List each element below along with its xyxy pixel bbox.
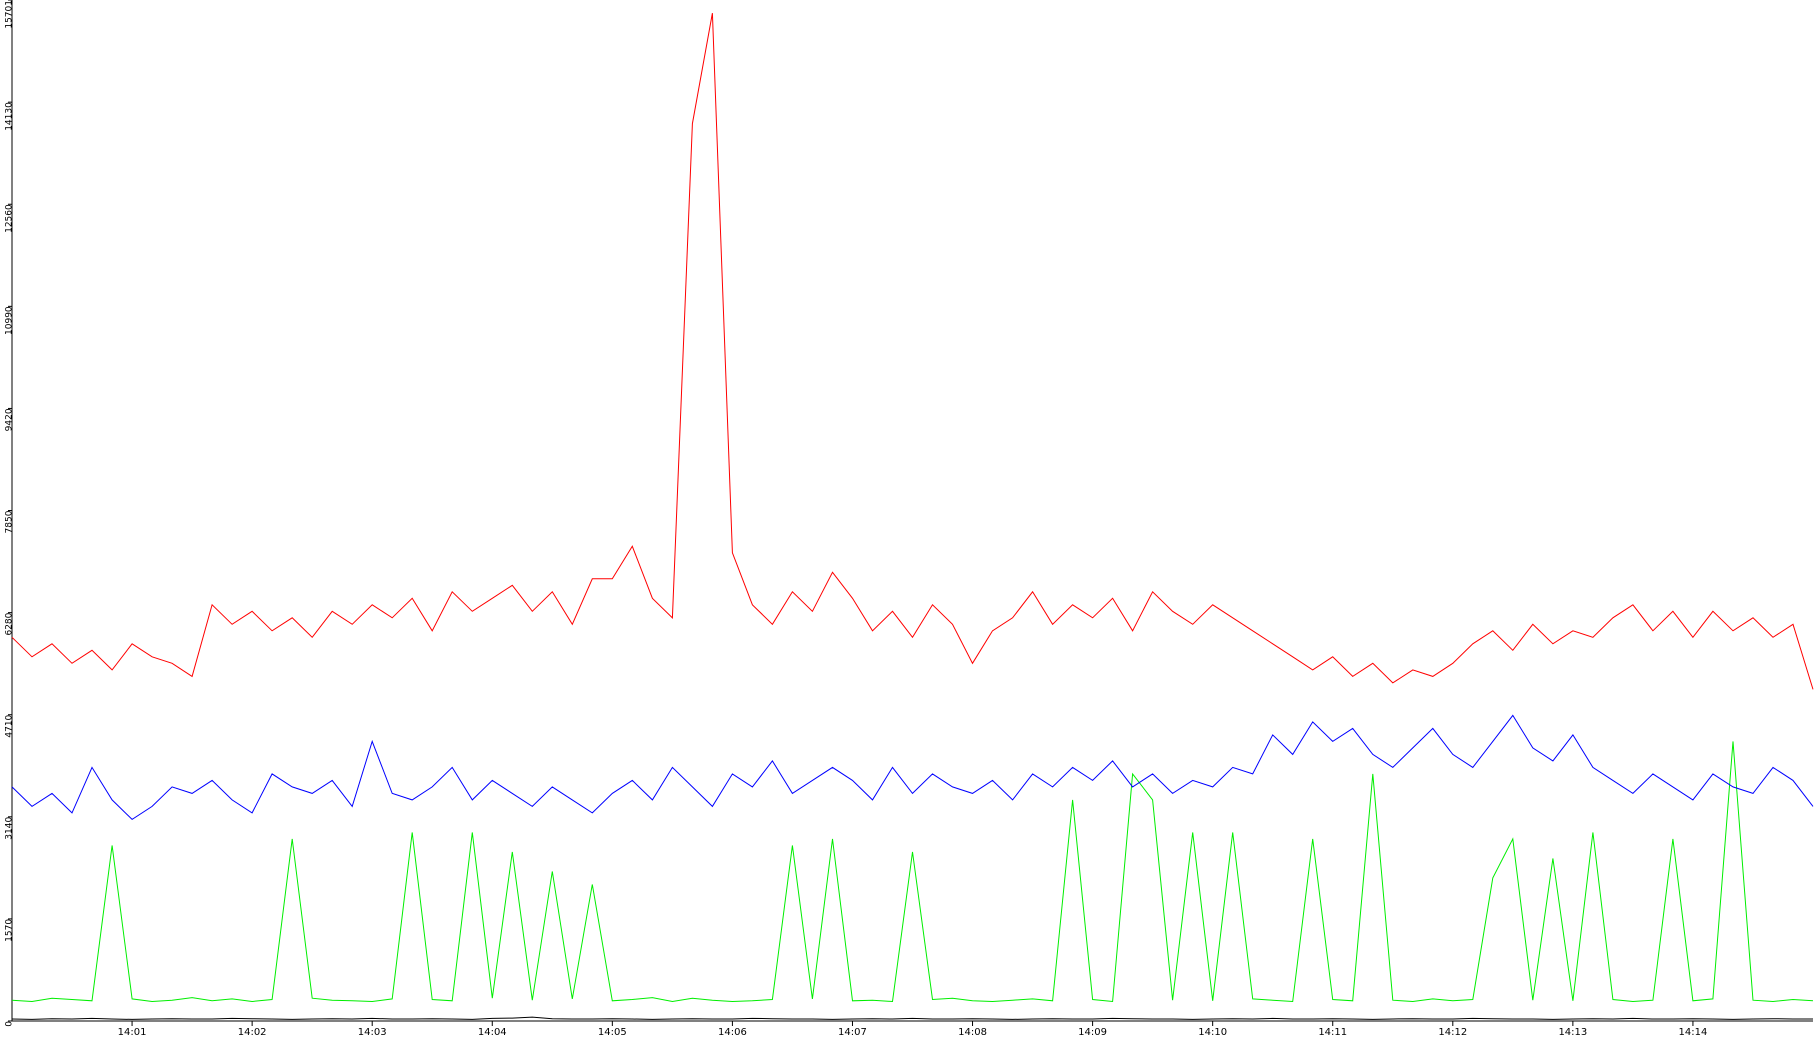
series-line xyxy=(11,741,1814,1003)
x-tick-label: 14:06 xyxy=(718,1027,747,1038)
x-tick-label: 14:08 xyxy=(958,1027,987,1038)
x-tick-label: 14:01 xyxy=(118,1027,147,1038)
y-tick-label: 10990 xyxy=(5,306,15,335)
x-tick-label: 14:07 xyxy=(838,1027,867,1038)
x-tick-label: 14:03 xyxy=(358,1027,387,1038)
y-tick-label: 15701 xyxy=(5,0,15,29)
series-line xyxy=(11,714,1814,821)
y-tick-label: 7850 xyxy=(5,510,15,533)
x-tick-label: 14:14 xyxy=(1679,1027,1708,1038)
x-tick-label: 14:12 xyxy=(1438,1027,1467,1038)
y-tick-label: 3140 xyxy=(5,817,15,840)
y-tick-label: 0 xyxy=(5,1021,15,1027)
x-tick-label: 14:09 xyxy=(1078,1027,1107,1038)
y-tick-label: 14130 xyxy=(5,102,15,131)
series-line xyxy=(11,13,1814,690)
x-tick-label: 14:05 xyxy=(598,1027,627,1038)
y-tick-label: 4710 xyxy=(5,714,15,737)
x-tick-label: 14:04 xyxy=(478,1027,507,1038)
x-tick-label: 14:13 xyxy=(1558,1027,1587,1038)
series-line xyxy=(11,1016,1813,1020)
x-tick-label: 14:11 xyxy=(1318,1027,1347,1038)
y-tick-label: 9420 xyxy=(5,408,15,431)
x-tick-label: 14:10 xyxy=(1198,1027,1227,1038)
y-tick-label: 6280 xyxy=(5,612,15,635)
x-tick-label: 14:02 xyxy=(238,1027,267,1038)
y-tick-label: 12560 xyxy=(5,204,15,233)
y-tick-label: 1570 xyxy=(5,919,15,942)
